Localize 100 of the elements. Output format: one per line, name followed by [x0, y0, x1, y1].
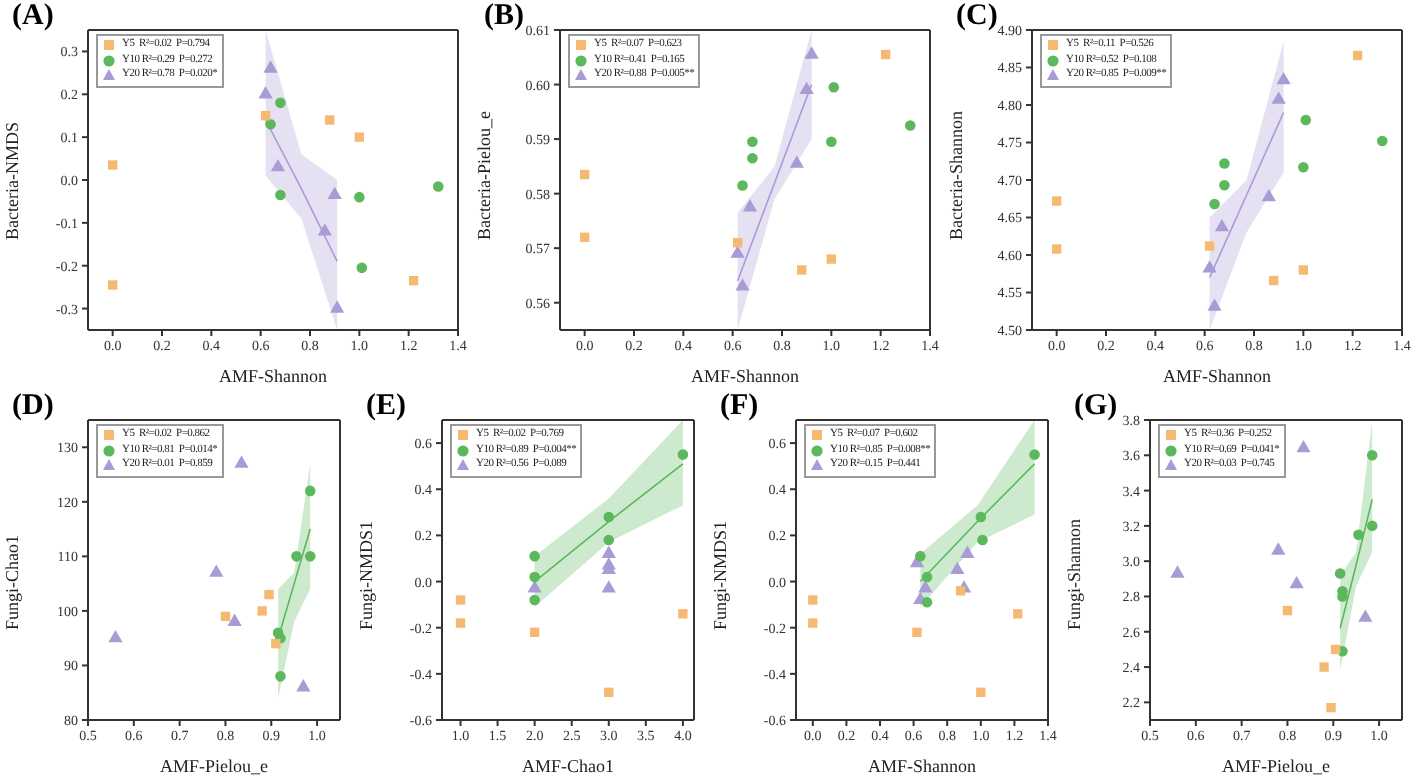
x-axis-title: AMF-Pielou_e: [1222, 756, 1331, 776]
point: [1209, 198, 1220, 210]
point: [1219, 179, 1230, 191]
point: [1353, 529, 1364, 540]
point: [742, 199, 758, 212]
point: [1214, 219, 1230, 232]
point: [950, 561, 965, 575]
point: [1029, 449, 1040, 460]
point: [1282, 605, 1293, 616]
chart-title: (D): [12, 390, 54, 424]
point: [304, 485, 316, 497]
point: [455, 595, 466, 605]
point: [408, 276, 419, 286]
point: [529, 594, 540, 606]
point: [1271, 542, 1286, 555]
point: [904, 120, 916, 131]
point: [1298, 265, 1309, 275]
point: [356, 262, 368, 274]
x-axis-title: AMF-Shannon: [690, 366, 800, 386]
point: [327, 186, 342, 200]
point: [747, 152, 758, 164]
point: [804, 46, 819, 59]
point: [529, 550, 540, 562]
point: [209, 564, 224, 577]
point: [976, 687, 986, 697]
point: [455, 618, 466, 628]
point: [108, 629, 123, 643]
point: [1352, 50, 1363, 61]
point: [317, 223, 332, 236]
x-axis-title: AMF-Shannon: [867, 756, 977, 776]
point: [1202, 260, 1217, 273]
point: [1276, 72, 1291, 85]
y-axis-title: Bacteria-NMDS: [2, 122, 23, 240]
point: [1334, 568, 1346, 579]
point: [432, 181, 444, 192]
point: [354, 132, 365, 142]
chart-title: (G): [1074, 390, 1118, 424]
point: [330, 300, 345, 313]
point: [304, 551, 316, 562]
point: [1358, 609, 1373, 622]
point: [737, 180, 748, 191]
point: [915, 550, 926, 562]
point: [603, 511, 615, 523]
point: [1366, 450, 1378, 461]
point: [275, 189, 286, 201]
point: [1330, 644, 1341, 655]
point: [325, 115, 335, 125]
point: [1296, 440, 1311, 453]
point: [604, 687, 614, 697]
point: [808, 618, 818, 628]
point: [799, 81, 814, 95]
point: [271, 638, 281, 649]
point: [1376, 135, 1388, 147]
point: [354, 191, 365, 203]
y-axis-title: Fungi-Shannon: [1064, 517, 1085, 630]
point: [107, 280, 118, 290]
x-axis-title: AMF-Pielou_e: [160, 756, 269, 776]
point: [275, 671, 286, 682]
point: [1366, 520, 1378, 532]
point: [730, 245, 745, 258]
y-axis-title: Bacteria-Shannon: [946, 110, 967, 240]
point: [1051, 244, 1062, 254]
y-axis-title: Fungi-NMDS1: [356, 520, 377, 630]
chart-title: (F): [720, 390, 759, 424]
point: [579, 169, 590, 180]
x-axis-title: AMF-Chao1: [521, 756, 615, 776]
y-axis-title: Fungi-NMDS1: [710, 520, 731, 630]
point: [1300, 114, 1312, 126]
chart-title: (E): [366, 390, 406, 424]
point: [260, 111, 271, 121]
point: [1326, 702, 1336, 713]
point: [1289, 575, 1304, 589]
point: [918, 580, 933, 593]
point: [797, 265, 807, 275]
point: [678, 609, 688, 619]
chart-title: (C): [956, 0, 998, 32]
point: [826, 136, 837, 148]
point: [529, 627, 540, 637]
point: [601, 580, 616, 593]
point: [603, 534, 615, 546]
point: [828, 81, 840, 93]
point: [601, 545, 616, 558]
point: [291, 551, 302, 562]
point: [977, 534, 988, 546]
point: [1051, 196, 1062, 206]
point: [960, 545, 975, 558]
point: [275, 97, 286, 109]
point: [808, 595, 818, 605]
point: [107, 160, 118, 170]
point: [579, 232, 590, 242]
point: [264, 589, 274, 600]
point: [747, 136, 758, 148]
point: [1170, 565, 1185, 578]
point: [789, 155, 804, 168]
x-axis-title: AMF-Shannon: [218, 366, 328, 386]
point: [826, 254, 837, 264]
point: [1219, 158, 1230, 169]
point: [1298, 161, 1309, 173]
point: [263, 60, 278, 73]
point: [677, 449, 689, 460]
